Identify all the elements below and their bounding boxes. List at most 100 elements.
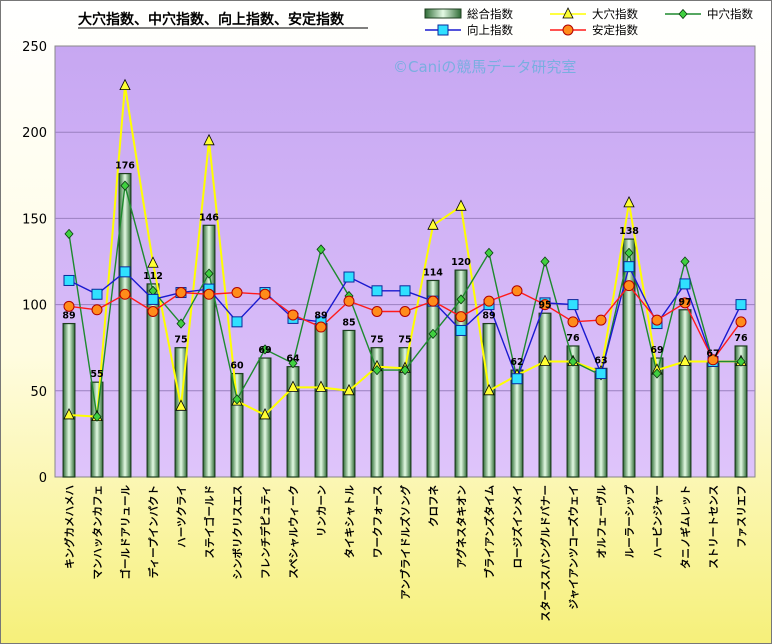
diamond-marker <box>736 356 746 367</box>
diamond-marker <box>456 294 466 305</box>
square-marker <box>455 324 467 336</box>
triangle-marker <box>119 78 131 91</box>
data-label: 64 <box>286 354 300 365</box>
square-marker <box>231 316 243 328</box>
circle-marker <box>343 295 355 307</box>
data-label: 63 <box>594 355 607 366</box>
data-label: 75 <box>398 335 411 346</box>
category-label: ワークフォース <box>372 485 384 558</box>
bar-11 <box>342 329 356 478</box>
category-label: フレンチデピュティ <box>259 485 272 579</box>
circle-marker <box>147 305 159 317</box>
data-label: 55 <box>90 369 103 380</box>
triangle-marker <box>483 383 495 396</box>
bar-10 <box>314 322 328 478</box>
category-label: リンカーン <box>316 485 328 537</box>
bar-15 <box>454 269 468 478</box>
square-marker <box>147 293 159 305</box>
square-marker <box>567 299 579 311</box>
circle-marker <box>539 299 551 311</box>
triangle-marker <box>623 195 635 208</box>
bar-17 <box>510 369 524 478</box>
circle-marker <box>315 321 327 333</box>
triangle-marker <box>539 354 551 366</box>
circle-marker <box>231 287 243 299</box>
y-tick-label: 100 <box>22 299 47 314</box>
data-label: 85 <box>342 317 355 328</box>
data-label: 97 <box>678 297 691 308</box>
category-label: マンハッタンカフェ <box>92 485 104 580</box>
watermark: ©Caniの競馬データ研究室 <box>393 58 576 76</box>
category-label: ディープインパクト <box>147 485 160 578</box>
legend-marker <box>678 8 688 20</box>
triangle-marker <box>343 383 355 396</box>
square-marker <box>595 368 607 380</box>
category-label: シンボリクリスエス <box>231 485 244 580</box>
legend-label: 安定指数 <box>592 23 638 37</box>
data-label: 75 <box>174 335 187 346</box>
data-label: 76 <box>566 333 580 344</box>
diamond-marker <box>92 411 102 422</box>
triangle-marker <box>455 199 467 211</box>
category-label: キングカメハメハ <box>63 485 76 569</box>
diamond-marker <box>204 268 214 279</box>
square-marker <box>511 373 523 385</box>
diamond-marker <box>288 358 298 369</box>
square-marker <box>119 266 131 278</box>
legend-label: 総合指数 <box>467 7 513 21</box>
bar-21 <box>622 238 636 478</box>
square-marker <box>735 299 747 311</box>
square-marker <box>343 271 355 283</box>
diamond-marker <box>232 394 242 405</box>
circle-marker <box>511 285 523 297</box>
circle-marker <box>483 295 495 307</box>
triangle-marker <box>287 380 299 392</box>
legend-label: 大穴指数 <box>592 7 638 21</box>
bar-25 <box>734 345 748 478</box>
square-marker <box>371 285 383 297</box>
series-lines <box>63 78 747 422</box>
square-marker <box>679 278 691 290</box>
legend-marker <box>437 24 449 36</box>
diamond-marker <box>428 328 438 340</box>
triangle-marker <box>175 399 187 411</box>
circle-marker <box>567 316 579 328</box>
data-label: 176 <box>115 161 135 172</box>
triangle-marker <box>427 218 439 230</box>
category-label: オルフェーヴル <box>595 485 608 559</box>
category-label: タイキシャトル <box>344 485 356 559</box>
diamond-marker <box>484 247 494 258</box>
diamond-marker <box>652 368 662 379</box>
diamond-marker <box>120 180 130 191</box>
data-label: 112 <box>143 271 163 282</box>
data-label: 89 <box>62 311 75 322</box>
circle-marker <box>595 314 607 326</box>
bar-5 <box>174 347 188 478</box>
data-label: 146 <box>199 212 219 223</box>
triangle-marker <box>147 256 159 268</box>
circle-marker <box>679 297 691 309</box>
category-label: ストリートセンス <box>708 485 720 569</box>
triangle-marker <box>679 354 691 366</box>
square-marker <box>91 288 103 300</box>
y-tick-label: 250 <box>22 40 47 55</box>
category-label: ステイゴールド <box>203 485 216 559</box>
circle-marker <box>175 287 187 299</box>
category-label: ハーツクライ <box>176 485 188 548</box>
category-label: ファスリエフ <box>736 485 748 548</box>
bar-12 <box>370 347 384 478</box>
data-label: 75 <box>370 335 383 346</box>
data-label: 67 <box>706 348 719 359</box>
data-label: 76 <box>734 333 748 344</box>
category-label: ジャイアンツコーズウェイ <box>567 485 580 610</box>
circle-marker <box>399 305 411 317</box>
bar-2 <box>90 381 104 478</box>
diamond-marker <box>64 228 74 240</box>
diamond-marker <box>260 344 270 355</box>
circle-marker <box>371 305 383 317</box>
data-label: 95 <box>538 300 551 311</box>
square-marker <box>63 274 75 286</box>
diamond-marker <box>680 256 690 267</box>
circle-marker <box>623 280 635 292</box>
